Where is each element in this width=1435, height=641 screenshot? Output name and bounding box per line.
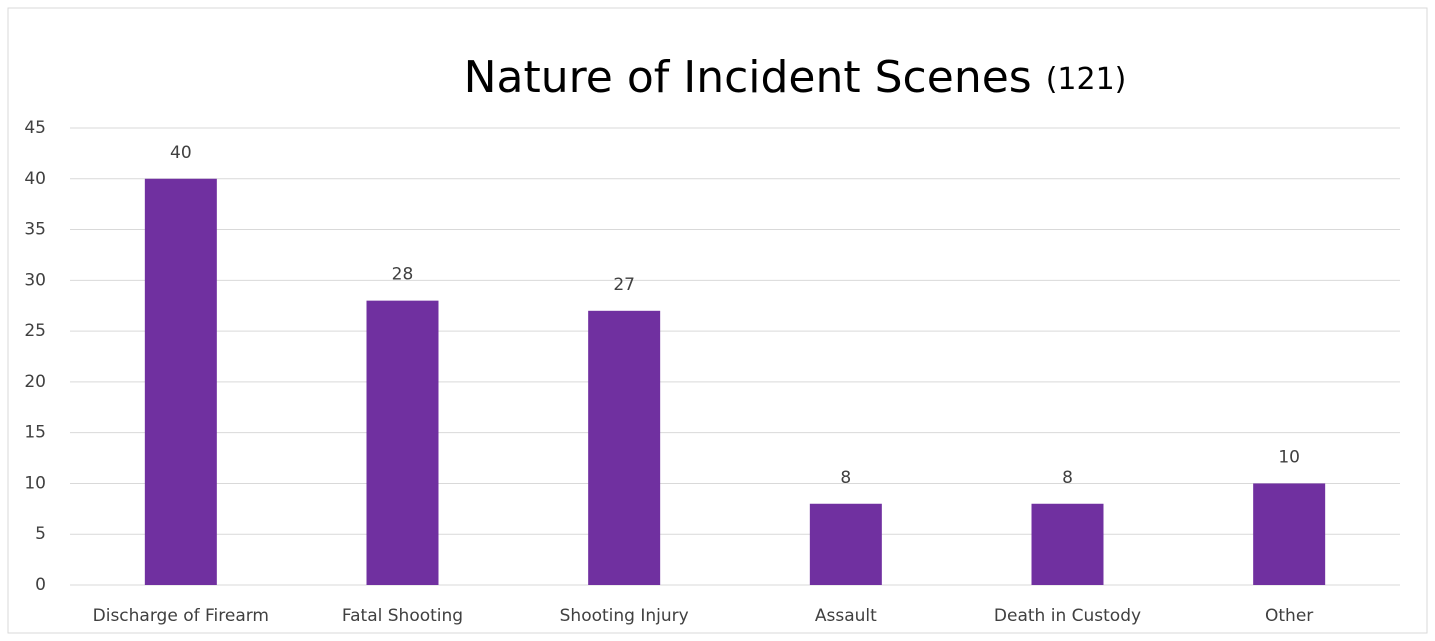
chart-title-suffix: (121) (1046, 62, 1127, 97)
y-tick-label: 10 (24, 473, 46, 493)
chart-border (7, 7, 1428, 634)
bar (1031, 503, 1104, 585)
x-tick-label: Shooting Injury (560, 606, 689, 626)
y-tick-label: 30 (24, 270, 46, 290)
y-tick-label: 25 (24, 321, 46, 341)
data-label: 28 (392, 265, 414, 285)
data-label: 10 (1278, 447, 1300, 467)
y-tick-label: 20 (24, 372, 46, 392)
chart-title-group: Nature of Incident Scenes (121) (464, 52, 1127, 103)
x-tick-label: Other (1265, 606, 1313, 626)
x-tick-label: Death in Custody (994, 606, 1141, 626)
y-tick-label: 35 (24, 220, 46, 240)
chart-title: Nature of Incident Scenes (464, 52, 1032, 103)
bar (809, 503, 882, 585)
x-tick-label: Fatal Shooting (342, 606, 463, 626)
y-tick-label: 40 (24, 169, 46, 189)
bar (588, 310, 661, 585)
x-tick-label: Discharge of Firearm (93, 606, 269, 626)
y-tick-label: 45 (24, 118, 46, 138)
bar (366, 300, 439, 585)
y-tick-label: 5 (35, 524, 46, 544)
data-label: 27 (613, 275, 635, 295)
data-label: 8 (840, 468, 851, 488)
bar (1253, 483, 1326, 585)
y-tick-label: 15 (24, 423, 46, 443)
data-label: 40 (170, 143, 192, 163)
x-tick-label: Assault (815, 606, 877, 626)
y-tick-label: 0 (35, 575, 46, 595)
bar (144, 178, 217, 585)
data-label: 8 (1062, 468, 1073, 488)
